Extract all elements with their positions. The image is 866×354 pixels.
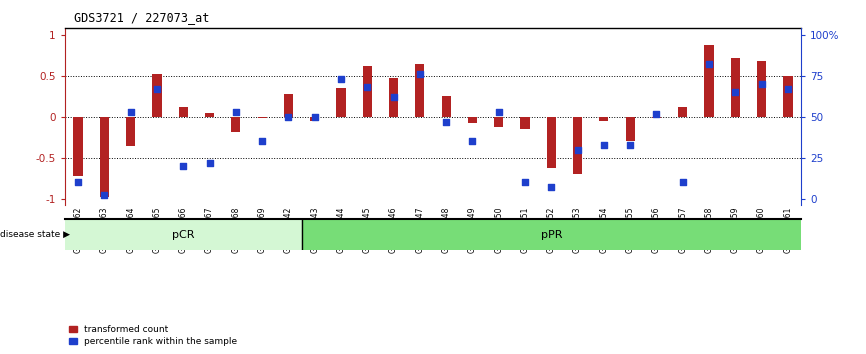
Point <box>675 179 689 185</box>
Point <box>281 114 295 120</box>
Text: pPR: pPR <box>540 229 562 240</box>
Point <box>124 109 138 115</box>
Bar <box>284 94 293 117</box>
Bar <box>625 117 635 141</box>
Bar <box>652 117 661 119</box>
Point <box>466 138 480 144</box>
Point <box>624 142 637 148</box>
Point <box>702 62 716 67</box>
Bar <box>468 117 477 124</box>
Bar <box>389 78 398 117</box>
Point <box>203 160 216 166</box>
Point <box>150 86 164 92</box>
Bar <box>416 64 424 117</box>
Bar <box>310 117 320 121</box>
Point <box>728 90 742 95</box>
Bar <box>257 117 267 119</box>
Point <box>492 109 506 115</box>
Bar <box>494 117 503 127</box>
Bar <box>205 113 214 117</box>
Bar <box>65 219 301 250</box>
Point <box>597 142 611 148</box>
Bar <box>757 61 766 117</box>
Point <box>386 94 400 100</box>
Bar <box>520 117 530 129</box>
Bar <box>152 74 162 117</box>
Bar <box>442 96 450 117</box>
Point <box>518 179 532 185</box>
Bar <box>178 107 188 117</box>
Point <box>439 119 453 125</box>
Bar <box>784 76 792 117</box>
Bar <box>100 117 109 197</box>
Point <box>754 81 768 87</box>
Bar <box>599 117 609 121</box>
Point <box>334 76 348 82</box>
Legend: transformed count, percentile rank within the sample: transformed count, percentile rank withi… <box>69 325 237 346</box>
Text: pCR: pCR <box>172 229 195 240</box>
Bar <box>704 45 714 117</box>
Point <box>650 111 663 116</box>
Point <box>413 72 427 77</box>
Bar <box>731 58 740 117</box>
Point <box>307 114 321 120</box>
Bar <box>573 117 582 174</box>
Bar <box>231 117 241 132</box>
Bar <box>126 117 135 145</box>
Bar <box>546 117 556 168</box>
Point <box>571 147 585 153</box>
Point <box>360 85 374 90</box>
Bar <box>363 66 372 117</box>
Bar <box>678 107 688 117</box>
Point <box>177 163 191 169</box>
Point <box>229 109 242 115</box>
Point <box>545 184 559 190</box>
Bar <box>336 88 346 117</box>
Text: GDS3721 / 227073_at: GDS3721 / 227073_at <box>74 11 209 24</box>
Point <box>781 86 795 92</box>
Bar <box>74 117 82 176</box>
Point <box>255 138 269 144</box>
Point <box>71 179 85 185</box>
Bar <box>301 219 801 250</box>
Point <box>98 193 112 198</box>
Text: disease state ▶: disease state ▶ <box>0 230 70 239</box>
